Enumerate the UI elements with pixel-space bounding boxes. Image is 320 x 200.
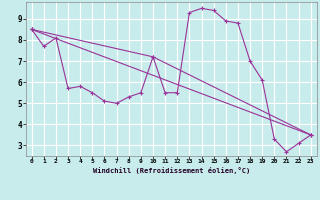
X-axis label: Windchill (Refroidissement éolien,°C): Windchill (Refroidissement éolien,°C) bbox=[92, 167, 250, 174]
